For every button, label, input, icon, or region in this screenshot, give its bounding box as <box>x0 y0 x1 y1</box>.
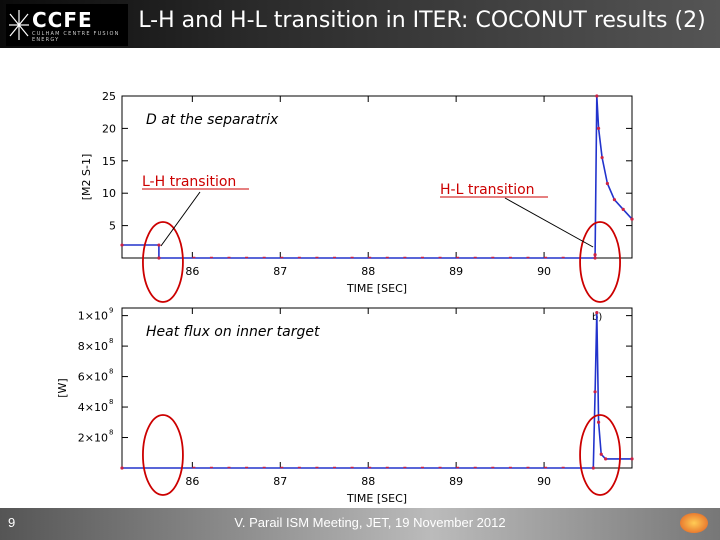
data-point <box>120 243 124 247</box>
data-point <box>630 217 634 221</box>
data-point <box>595 310 599 315</box>
hl-transition-highlight <box>579 414 621 496</box>
panel-annotation: Heat flux on inner target <box>146 324 320 340</box>
y-tick-label: 25 <box>102 90 116 103</box>
data-point <box>120 466 124 470</box>
page-number: 9 <box>8 515 16 530</box>
lh-callout-arrow <box>160 191 201 247</box>
y-axis-label: [W] <box>56 378 69 397</box>
logo-subtitle: CULHAM CENTRE FUSION ENERGY <box>32 31 120 43</box>
data-point <box>600 155 604 160</box>
x-axis-label: TIME [SEC] <box>346 492 407 505</box>
x-tick-label: 86 <box>185 475 199 488</box>
slide-title: L-H and H-L transition in ITER: COCONUT … <box>138 8 706 33</box>
x-tick-label: 87 <box>273 265 287 278</box>
data-point <box>612 198 617 202</box>
y-tick-exponent: 8 <box>109 429 113 437</box>
x-tick-label: 90 <box>537 265 551 278</box>
x-tick-label: 86 <box>185 265 199 278</box>
y-tick-label: 4×10 <box>78 401 108 414</box>
hl-transition-highlight <box>579 221 621 303</box>
series-line <box>122 95 633 259</box>
x-tick-label: 87 <box>273 475 287 488</box>
lh-transition-highlight <box>142 414 184 496</box>
data-point <box>621 207 625 211</box>
y-tick-exponent: 8 <box>109 398 113 406</box>
y-tick-label: 20 <box>102 122 116 135</box>
y-tick-exponent: 8 <box>109 337 113 345</box>
panel-annotation: D at the separatrix <box>146 112 279 128</box>
data-point <box>591 466 595 470</box>
y-tick-exponent: 8 <box>109 368 113 376</box>
data-point <box>157 243 161 247</box>
logo-burst-icon <box>9 10 29 40</box>
data-point <box>595 94 599 98</box>
x-tick-label: 88 <box>361 475 375 488</box>
data-point <box>604 457 608 461</box>
data-point <box>157 256 161 260</box>
slide-footer: 9 V. Parail ISM Meeting, JET, 19 Novembe… <box>0 508 720 540</box>
y-tick-label: 5 <box>109 220 116 233</box>
x-tick-label: 90 <box>537 475 551 488</box>
data-point <box>605 181 609 186</box>
ccfe-logo: CCFE CULHAM CENTRE FUSION ENERGY <box>6 4 128 46</box>
y-tick-label: 10 <box>102 187 116 200</box>
y-tick-label: 2×10 <box>78 432 108 445</box>
y-tick-exponent: 9 <box>109 307 113 315</box>
data-point <box>599 452 603 456</box>
x-tick-label: 88 <box>361 265 375 278</box>
y-tick-label: 15 <box>102 155 116 168</box>
data-point <box>593 256 597 260</box>
footer-logo-icon <box>680 513 708 533</box>
data-point <box>630 457 634 461</box>
data-point <box>596 420 601 424</box>
x-tick-label: 89 <box>449 265 463 278</box>
footer-citation: V. Parail ISM Meeting, JET, 19 November … <box>234 515 506 530</box>
hl-callout-arrow <box>504 197 594 248</box>
y-tick-label: 6×10 <box>78 371 108 384</box>
data-point <box>593 253 597 257</box>
logo-text: CCFE <box>32 8 93 32</box>
lh-callout-label: L-H transition <box>142 174 236 190</box>
y-tick-label: 1×10 <box>78 310 108 323</box>
slide-header: CCFE CULHAM CENTRE FUSION ENERGY L-H and… <box>0 0 720 48</box>
lh-transition-highlight <box>142 221 184 303</box>
data-point <box>593 390 597 394</box>
x-axis-label: TIME [SEC] <box>346 282 407 295</box>
x-tick-label: 89 <box>449 475 463 488</box>
y-axis-label: [M2 S-1] <box>80 154 93 201</box>
y-tick-label: 8×10 <box>78 340 108 353</box>
hl-callout-label: H-L transition <box>440 182 535 198</box>
data-point <box>596 126 601 130</box>
